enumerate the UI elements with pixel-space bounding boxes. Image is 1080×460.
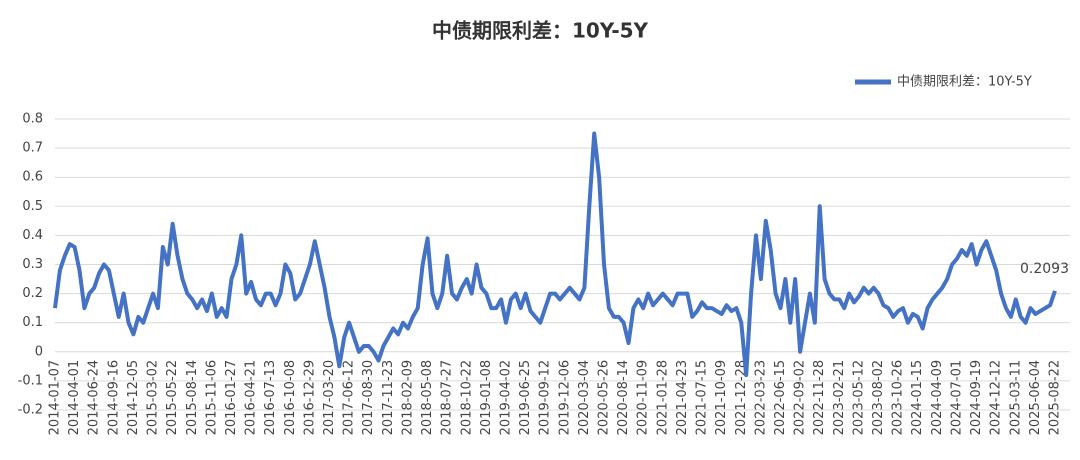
x-tick-label: 2016-07-13: [263, 360, 278, 436]
y-tick-label: 0: [35, 344, 43, 359]
x-tick-label: 2023-05-12: [851, 360, 866, 436]
x-tick-label: 2018-10-22: [459, 360, 474, 436]
x-tick-label: 2022-09-02: [793, 360, 808, 436]
x-tick-label: 2016-04-21: [244, 360, 259, 436]
x-tick-label: 2023-08-02: [871, 360, 886, 436]
x-tick-label: 2020-03-04: [577, 360, 592, 436]
x-tick-label: 2018-07-27: [440, 360, 455, 436]
x-tick-label: 2025-03-11: [1008, 360, 1023, 436]
y-tick-label: 0.5: [22, 199, 43, 214]
x-tick-label: 2015-08-14: [185, 360, 200, 436]
x-tick-label: 2021-07-15: [695, 360, 710, 436]
x-tick-label: 2015-05-22: [165, 360, 180, 436]
x-tick-label: 2021-10-09: [714, 360, 729, 436]
x-tick-label: 2017-06-12: [342, 360, 357, 436]
y-tick-label: -0.2: [18, 403, 43, 418]
x-tick-label: 2015-03-02: [146, 360, 161, 436]
y-tick-label: 0.6: [22, 170, 43, 185]
y-tick-label: 0.7: [22, 141, 43, 156]
x-tick-label: 2015-11-06: [204, 360, 219, 436]
x-tick-label: 2020-05-26: [597, 360, 612, 436]
x-tick-label: 2016-01-27: [224, 360, 239, 436]
x-tick-label: 2025-06-04: [1028, 360, 1043, 436]
x-tick-label: 2014-06-24: [87, 360, 102, 436]
x-tick-label: 2022-06-15: [773, 360, 788, 436]
x-tick-label: 2014-04-01: [67, 360, 82, 436]
y-tick-label: 0.4: [22, 228, 43, 243]
x-tick-label: 2017-08-30: [361, 360, 376, 436]
x-tick-label: 2014-09-16: [106, 360, 121, 436]
x-tick-label: 2020-11-09: [636, 360, 651, 436]
x-tick-label: 2022-11-28: [812, 360, 827, 436]
y-tick-label: 0.3: [22, 257, 43, 272]
y-tick-label: 0.1: [22, 315, 43, 330]
x-tick-label: 2018-05-08: [420, 360, 435, 436]
x-tick-label: 2016-12-29: [302, 360, 317, 436]
series-line: [53, 131, 1057, 378]
x-tick-label: 2022-03-23: [753, 360, 768, 436]
x-tick-label: 2016-10-08: [283, 360, 298, 436]
x-tick-label: 2024-09-19: [969, 360, 984, 436]
x-tick-label: 2019-04-02: [498, 360, 513, 436]
x-tick-label: 2017-03-20: [322, 360, 337, 436]
x-tick-label: 2021-01-28: [655, 360, 670, 436]
x-tick-label: 2024-07-01: [949, 360, 964, 436]
x-tick-label: 2014-12-05: [126, 360, 141, 436]
y-tick-label: -0.1: [18, 373, 43, 388]
y-tick-label: 0.2: [22, 286, 43, 301]
x-tick-label: 2023-02-21: [832, 360, 847, 436]
x-tick-label: 2021-04-23: [675, 360, 690, 436]
x-tick-label: 2019-01-08: [479, 360, 494, 436]
x-tick-label: 2024-01-15: [910, 360, 925, 436]
legend-label: 中债期限利差：10Y-5Y: [897, 75, 1032, 90]
x-tick-label: 2024-04-09: [930, 360, 945, 436]
x-tick-label: 2018-02-09: [400, 360, 415, 436]
x-tick-label: 2019-06-25: [518, 360, 533, 436]
x-tick-label: 2019-09-12: [538, 360, 553, 436]
x-tick-label: 2020-08-14: [616, 360, 631, 436]
x-tick-label: 2024-12-12: [989, 360, 1004, 436]
data-label: 0.2093: [1020, 261, 1069, 277]
x-tick-label: 2021-12-28: [734, 360, 749, 436]
x-tick-label: 2014-01-07: [48, 360, 63, 436]
chart-title: 中债期限利差：10Y-5Y: [432, 19, 649, 43]
x-tick-label: 2023-10-26: [891, 360, 906, 436]
x-tick-label: 2017-11-23: [381, 360, 396, 436]
y-tick-label: 0.8: [22, 112, 43, 127]
x-tick-label: 2019-12-06: [557, 360, 572, 436]
x-tick-label: 2025-08-22: [1048, 360, 1063, 436]
